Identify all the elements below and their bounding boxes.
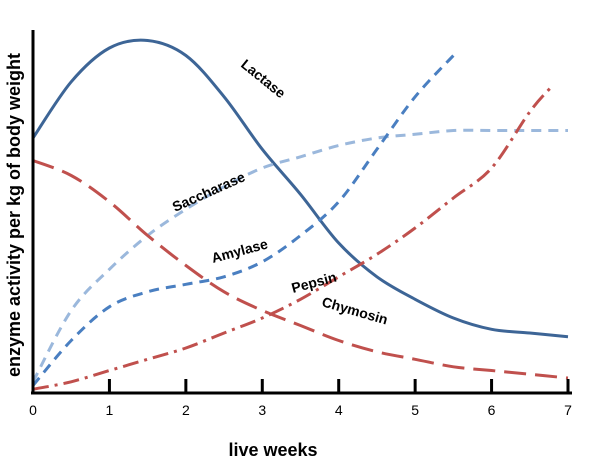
x-tick-label: 0	[29, 402, 37, 418]
series-line-pepsin	[32, 84, 554, 391]
series-label-saccharase: Saccharase	[170, 168, 248, 214]
axes-layer	[31, 30, 572, 395]
x-tick-label: 1	[106, 402, 114, 418]
series-line-lactase	[31, 38, 569, 339]
x-tick-layer: 0 1 2 3 4 5 6 7	[29, 379, 572, 418]
series-label-pepsin: Pepsin	[290, 269, 338, 296]
x-tick-label: 7	[564, 402, 572, 418]
x-tick-label: 2	[182, 402, 190, 418]
series-label-amylase: Amylase	[210, 235, 270, 265]
series-line-saccharase	[31, 128, 568, 383]
x-tick-label: 4	[335, 402, 343, 418]
x-axis-title: live weeks	[228, 440, 317, 460]
x-tick-label: 5	[411, 402, 419, 418]
series-label-layer: Lactase Saccharase Amylase Pepsin Chymos…	[170, 56, 390, 328]
series-line-chymosin	[32, 159, 569, 380]
series-line-amylase	[31, 54, 455, 387]
series-layer	[31, 38, 569, 391]
x-tick-label: 3	[258, 402, 266, 418]
series-label-lactase: Lactase	[238, 56, 289, 101]
x-tick-label: 6	[488, 402, 496, 418]
y-axis-title: enzyme activity per kg of body weight	[4, 53, 24, 377]
series-label-chymosin: Chymosin	[320, 294, 389, 328]
